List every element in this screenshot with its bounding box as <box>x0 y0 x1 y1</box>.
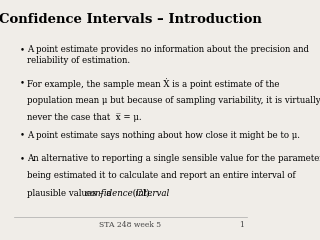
Text: plausible values – a: plausible values – a <box>27 189 114 198</box>
Text: •: • <box>20 78 25 88</box>
Text: •: • <box>20 131 25 140</box>
Text: Confidence Intervals – Introduction: Confidence Intervals – Introduction <box>0 13 262 26</box>
Text: STA 248 week 5: STA 248 week 5 <box>99 221 161 229</box>
Text: population mean μ but because of sampling variability, it is virtually: population mean μ but because of samplin… <box>27 96 320 105</box>
Text: •: • <box>20 45 25 54</box>
Text: (CI).: (CI). <box>130 189 153 198</box>
Text: 1: 1 <box>239 221 244 229</box>
Text: For example, the sample mean Ẋ is a point estimate of the: For example, the sample mean Ẋ is a poin… <box>27 78 280 90</box>
Text: An alternative to reporting a single sensible value for the parameter: An alternative to reporting a single sen… <box>27 154 320 163</box>
Text: being estimated it to calculate and report an entire interval of: being estimated it to calculate and repo… <box>27 171 296 180</box>
Text: A point estimate provides no information about the precision and
reliability of : A point estimate provides no information… <box>27 45 309 65</box>
Text: never the case that  x̅ = μ.: never the case that x̅ = μ. <box>27 113 142 122</box>
Text: •: • <box>20 154 25 163</box>
Text: A point estimate says nothing about how close it might be to μ.: A point estimate says nothing about how … <box>27 131 300 140</box>
Text: confidence interval: confidence interval <box>84 189 169 198</box>
